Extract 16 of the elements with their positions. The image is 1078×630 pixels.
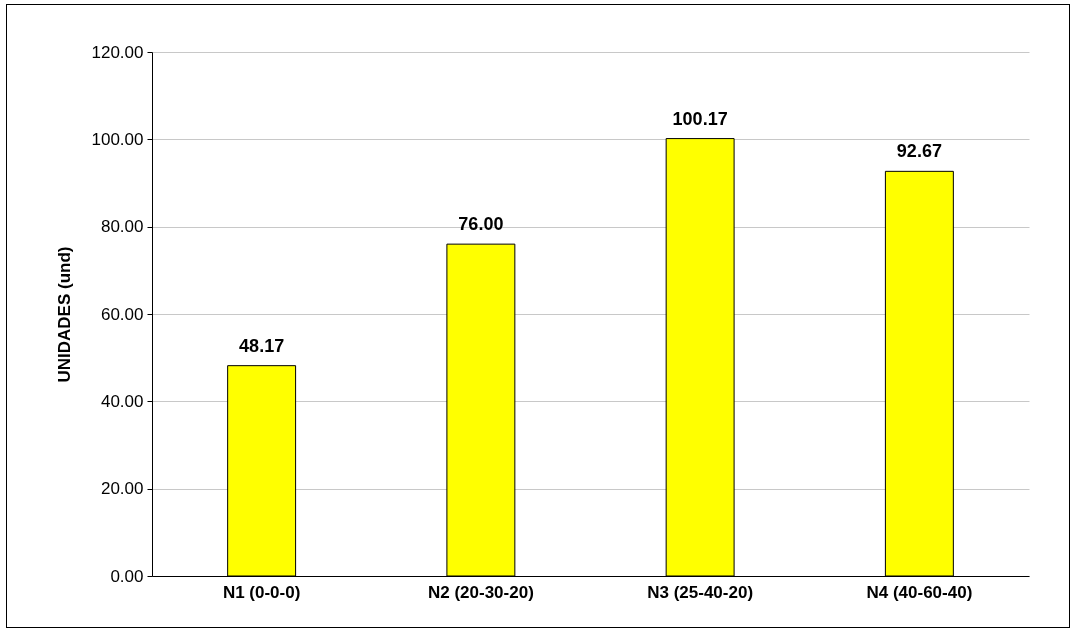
y-tick-label: 100.00	[91, 129, 144, 149]
x-tick-label: N3 (25-40-20)	[647, 582, 754, 602]
y-tick-label: 0.00	[110, 566, 144, 586]
x-tick-label: N2 (20-30-20)	[427, 582, 534, 602]
y-tick-label: 20.00	[100, 479, 144, 499]
y-tick-label: 80.00	[100, 217, 144, 237]
y-axis-title: UNIDADES (und)	[54, 246, 74, 383]
x-tick-label: N1 (0-0-0)	[222, 582, 301, 602]
data-label: 48.17	[239, 335, 285, 356]
data-label: 100.17	[672, 108, 728, 129]
y-tick-label: 40.00	[100, 391, 144, 411]
y-tick-label: 60.00	[100, 304, 144, 324]
data-label: 92.67	[896, 141, 942, 162]
y-tick-label: 120.00	[91, 42, 144, 62]
x-tick-label: N4 (40-60-40)	[866, 582, 973, 602]
data-label: 76.00	[458, 214, 504, 235]
